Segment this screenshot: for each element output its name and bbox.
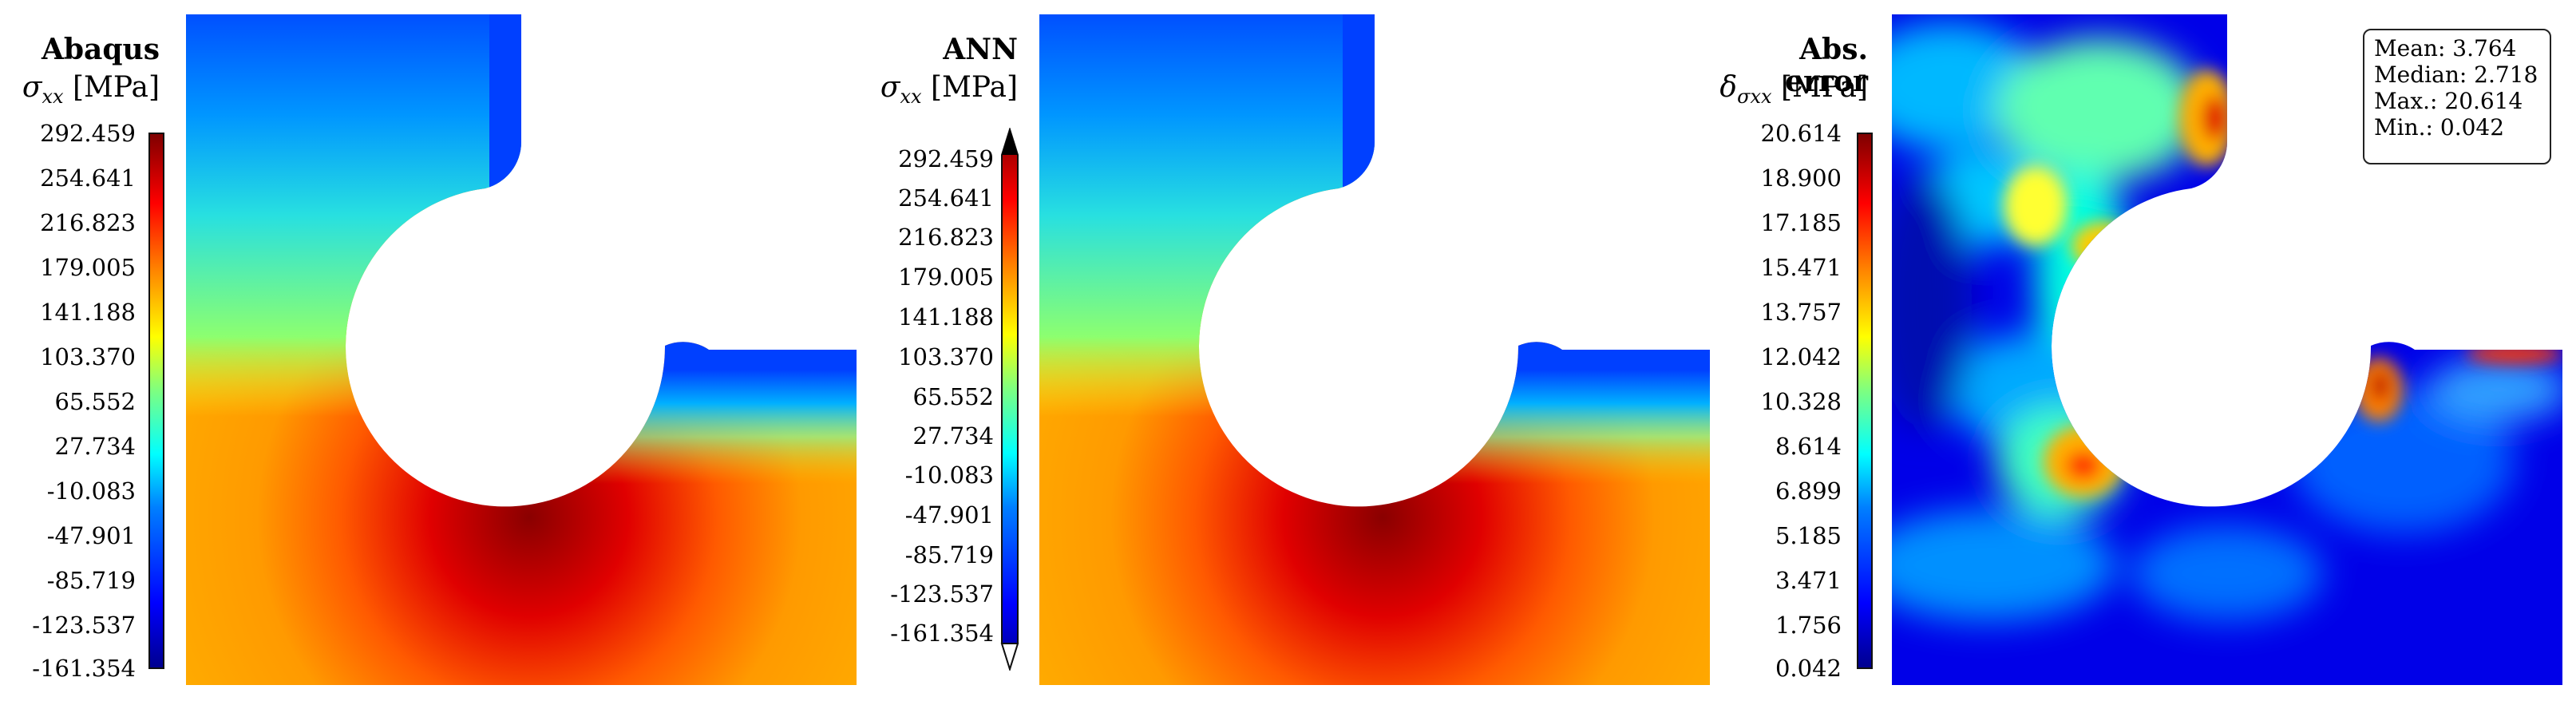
stress-field-plot bbox=[186, 14, 857, 685]
colorbar bbox=[148, 133, 164, 669]
tick-label: 103.370 bbox=[40, 343, 136, 370]
stat-mean: Mean: 3.764 bbox=[2374, 35, 2517, 61]
panel-title: Abs. error bbox=[1785, 33, 1868, 98]
tick-label: -85.719 bbox=[904, 541, 994, 568]
tick-label: 216.823 bbox=[898, 224, 994, 251]
tick-label: -123.537 bbox=[890, 580, 994, 608]
tick-label: 216.823 bbox=[40, 209, 136, 236]
tick-label: -10.083 bbox=[46, 477, 136, 505]
stress-field-plot bbox=[1039, 14, 1710, 685]
tick-label: -47.901 bbox=[904, 501, 994, 529]
unit-label: [MPa] bbox=[72, 71, 160, 104]
quantity-subscript: σxx bbox=[1737, 85, 1772, 109]
tick-label: 292.459 bbox=[898, 145, 994, 172]
tick-label: 141.188 bbox=[40, 299, 136, 326]
panel-title: ANN bbox=[943, 33, 1018, 66]
tick-label: 27.734 bbox=[912, 422, 994, 450]
quantity-symbol: δ bbox=[1719, 71, 1738, 104]
tick-label: 254.641 bbox=[898, 184, 994, 212]
stat-min: Min.: 0.042 bbox=[2374, 114, 2505, 141]
tick-label: 18.900 bbox=[1760, 164, 1842, 192]
tick-label: 65.552 bbox=[912, 383, 994, 410]
tick-label: 10.328 bbox=[1760, 388, 1842, 415]
quantity-label: δσxx [MPa] bbox=[1716, 72, 1868, 113]
tick-label: 5.185 bbox=[1775, 522, 1842, 549]
panel-title: Abaqus bbox=[41, 33, 160, 66]
quantity-symbol: σ bbox=[880, 71, 900, 104]
quantity-symbol: σ bbox=[22, 71, 42, 104]
tick-label: 27.734 bbox=[54, 433, 136, 460]
panel-abs-error: Abs. error δσxx [MPa] 20.614 18.900 17.1… bbox=[1716, 0, 2576, 701]
unit-label: [MPa] bbox=[1780, 71, 1868, 104]
tick-label: 8.614 bbox=[1775, 433, 1842, 460]
panel-ann: ANN σxx [MPa] 292.459 254.641 216.823 17… bbox=[858, 0, 1720, 701]
tick-label: -161.354 bbox=[890, 620, 994, 647]
tick-label: -85.719 bbox=[46, 567, 136, 594]
tick-label: 103.370 bbox=[898, 343, 994, 370]
extended-colorbar bbox=[1000, 128, 1019, 671]
tick-label: 254.641 bbox=[40, 164, 136, 192]
tick-label: 13.757 bbox=[1760, 299, 1842, 326]
tick-label: 179.005 bbox=[40, 254, 136, 281]
tick-label: -161.354 bbox=[32, 655, 136, 682]
tick-label: 12.042 bbox=[1760, 343, 1842, 370]
panel-abaqus: Abaqus σxx [MPa] 292.459 254.641 216.823… bbox=[0, 0, 862, 701]
unit-label: [MPa] bbox=[930, 71, 1018, 104]
tick-label: -123.537 bbox=[32, 612, 136, 639]
tick-label: 65.552 bbox=[54, 388, 136, 415]
tick-label: 17.185 bbox=[1760, 209, 1842, 236]
quantity-label: σxx [MPa] bbox=[0, 72, 160, 113]
tick-label: -47.901 bbox=[46, 522, 136, 549]
tick-label: 15.471 bbox=[1760, 254, 1842, 281]
tick-label: -10.083 bbox=[904, 461, 994, 489]
tick-label: 3.471 bbox=[1775, 567, 1842, 594]
tick-label: 0.042 bbox=[1775, 655, 1842, 682]
colorbar bbox=[1857, 133, 1873, 669]
tick-label: 6.899 bbox=[1775, 477, 1842, 505]
quantity-subscript: xx bbox=[42, 85, 64, 109]
stat-max: Max.: 20.614 bbox=[2374, 88, 2523, 114]
tick-label: 1.756 bbox=[1775, 612, 1842, 639]
stat-median: Median: 2.718 bbox=[2374, 61, 2538, 88]
tick-label: 292.459 bbox=[40, 120, 136, 147]
quantity-subscript: xx bbox=[900, 85, 922, 109]
tick-label: 179.005 bbox=[898, 263, 994, 291]
tick-label: 141.188 bbox=[898, 303, 994, 331]
tick-label: 20.614 bbox=[1760, 120, 1842, 147]
quantity-label: σxx [MPa] bbox=[858, 72, 1018, 113]
statistics-box: Mean: 3.764 Median: 2.718 Max.: 20.614 M… bbox=[2363, 29, 2551, 164]
